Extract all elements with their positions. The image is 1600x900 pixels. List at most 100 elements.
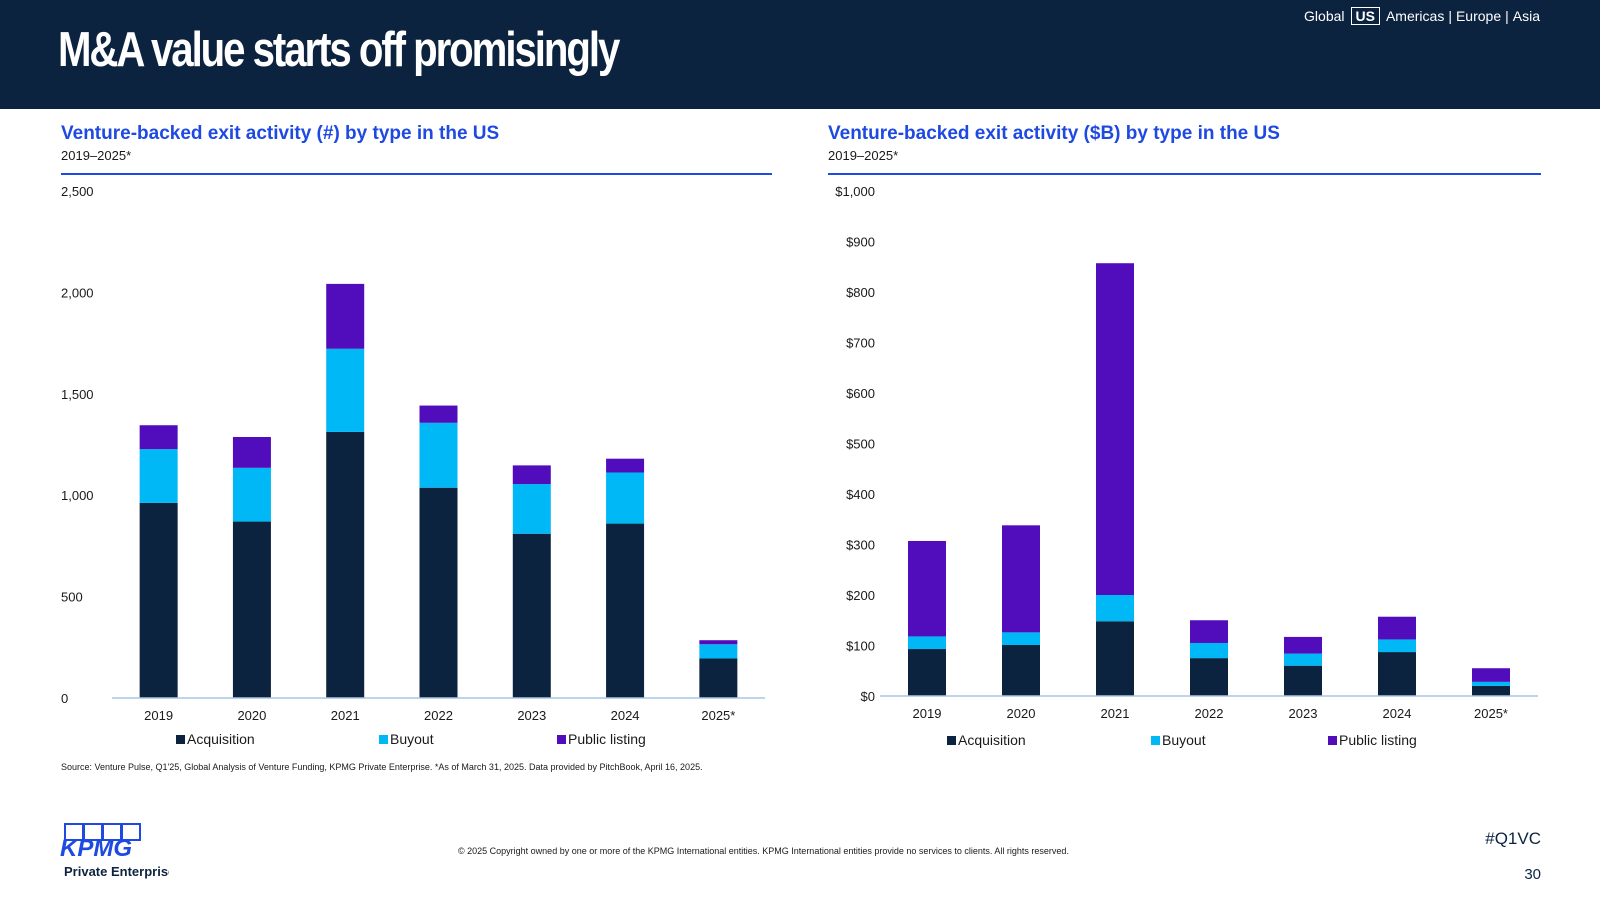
region-separator: | <box>1505 8 1509 24</box>
page-number: 30 <box>1524 866 1541 883</box>
count-ytick-label: 0 <box>61 691 68 706</box>
value-ytick-label: $600 <box>846 386 875 401</box>
value-bar-buyout <box>1284 653 1322 666</box>
value-chart-title: Venture-backed exit activity ($B) by typ… <box>828 123 1280 144</box>
value-ytick-label: $200 <box>846 588 875 603</box>
value-xtick-label: 2020 <box>1007 706 1036 721</box>
count-ytick-label: 1,500 <box>61 387 94 402</box>
value-bar-public-listing <box>1190 620 1228 643</box>
count-xtick-label: 2025* <box>701 708 735 723</box>
count-xtick-label: 2023 <box>517 708 546 723</box>
count-xtick-label: 2020 <box>237 708 266 723</box>
value-xtick-label: 2024 <box>1383 706 1412 721</box>
value-xtick-label: 2025* <box>1474 706 1508 721</box>
count-xtick-label: 2024 <box>611 708 640 723</box>
region-nav: Global US Americas | Europe | Asia <box>1302 7 1542 25</box>
count-legend-swatch <box>176 735 185 744</box>
value-bar-acquisition <box>1096 621 1134 696</box>
copyright-note: © 2025 Copyright owned by one or more of… <box>458 846 1069 856</box>
value-xtick-label: 2019 <box>913 706 942 721</box>
count-xtick-label: 2019 <box>144 708 173 723</box>
kpmg-logo-text: KPMG <box>60 835 132 862</box>
kpmg-logo-subtext: Private Enterprise <box>64 864 169 879</box>
count-bar-acquisition <box>419 487 458 698</box>
count-chart: 0 500 1,000 1,500 2,000 2,500 2019 2020 2021 2022… <box>61 184 765 747</box>
value-legend-swatch <box>1328 736 1337 745</box>
value-bar-buyout <box>1190 642 1228 659</box>
value-ytick-label: $700 <box>846 336 875 351</box>
region-link-asia[interactable]: Asia <box>1512 8 1540 24</box>
count-bar-acquisition <box>512 533 551 698</box>
count-bar-public-listing <box>139 425 178 450</box>
value-chart: $0 $100 $200 $300 $400 $500 $600 $700 $800 $900 $1… <box>835 184 1538 748</box>
value-ytick-label: $1,000 <box>835 184 875 199</box>
count-bar-buyout <box>419 422 458 488</box>
count-bar-buyout <box>232 467 271 522</box>
count-bar-acquisition <box>699 658 738 698</box>
value-bar-acquisition <box>1472 685 1510 696</box>
value-chart-subtitle: 2019–2025* <box>828 148 899 163</box>
count-legend-swatch <box>379 735 388 744</box>
value-ytick-label: $900 <box>846 235 875 250</box>
count-bar-acquisition <box>326 431 365 698</box>
count-xtick-label: 2022 <box>424 708 453 723</box>
value-ytick-label: $400 <box>846 487 875 502</box>
count-bar-buyout <box>512 484 551 534</box>
value-bar-public-listing <box>1096 263 1134 595</box>
count-ytick-label: 500 <box>61 590 83 605</box>
value-bar-public-listing <box>1378 616 1416 640</box>
value-ytick-label: $100 <box>846 639 875 654</box>
count-bar-public-listing <box>699 640 738 645</box>
count-ytick-label: 2,000 <box>61 285 94 300</box>
region-separator: | <box>1448 8 1452 24</box>
value-bar-public-listing <box>908 540 946 637</box>
count-bar-acquisition <box>139 502 178 698</box>
source-note: Source: Venture Pulse, Q1'25, Global Ana… <box>61 762 703 772</box>
count-bar-buyout <box>326 348 365 432</box>
value-bar-public-listing <box>1002 525 1040 633</box>
value-chart-rule <box>828 173 1541 175</box>
count-bar-public-listing <box>606 458 645 473</box>
value-ytick-label: $500 <box>846 437 875 452</box>
count-bar-public-listing <box>419 405 458 423</box>
value-legend-label: Buyout <box>1162 732 1206 748</box>
value-bar-buyout <box>1096 595 1134 622</box>
count-xtick-label: 2021 <box>331 708 360 723</box>
value-xtick-label: 2021 <box>1101 706 1130 721</box>
count-bar-acquisition <box>606 523 645 698</box>
count-bar-buyout <box>139 449 178 503</box>
count-ytick-label: 2,500 <box>61 184 94 199</box>
value-ytick-label: $800 <box>846 285 875 300</box>
kpmg-logo-mark: KPMG Private Enterprise <box>60 823 175 879</box>
value-bar-buyout <box>1378 639 1416 653</box>
region-link-us[interactable]: US <box>1350 7 1380 25</box>
hashtag: #Q1VC <box>1485 829 1541 848</box>
value-legend-label: Public listing <box>1339 732 1417 748</box>
kpmg-logo: KPMG Private Enterprise <box>59 822 175 885</box>
value-bar-acquisition <box>1284 665 1322 696</box>
value-legend-label: Acquisition <box>958 732 1026 748</box>
value-bar-acquisition <box>908 649 946 696</box>
value-xtick-label: 2022 <box>1195 706 1224 721</box>
value-bar-acquisition <box>1190 658 1228 696</box>
value-bar-buyout <box>1472 681 1510 686</box>
value-bar-buyout <box>908 636 946 650</box>
region-link-americas[interactable]: Americas <box>1385 8 1445 24</box>
count-chart-rule <box>61 173 772 175</box>
count-legend-swatch <box>557 735 566 744</box>
value-legend-swatch <box>947 736 956 745</box>
count-chart-subtitle: 2019–2025* <box>61 148 132 163</box>
count-legend-label: Public listing <box>568 731 646 747</box>
region-link-europe[interactable]: Europe <box>1455 8 1502 24</box>
region-link-global[interactable]: Global <box>1304 8 1345 24</box>
value-bar-buyout <box>1002 632 1040 645</box>
count-bar-public-listing <box>232 436 271 468</box>
value-xtick-label: 2023 <box>1289 706 1318 721</box>
count-bar-buyout <box>699 644 738 659</box>
count-ytick-label: 1,000 <box>61 488 94 503</box>
value-bar-acquisition <box>1378 652 1416 696</box>
count-chart-title: Venture-backed exit activity (#) by type… <box>61 123 500 144</box>
value-bar-public-listing <box>1284 636 1322 654</box>
count-legend-label: Buyout <box>390 731 434 747</box>
count-bar-public-listing <box>512 465 551 485</box>
